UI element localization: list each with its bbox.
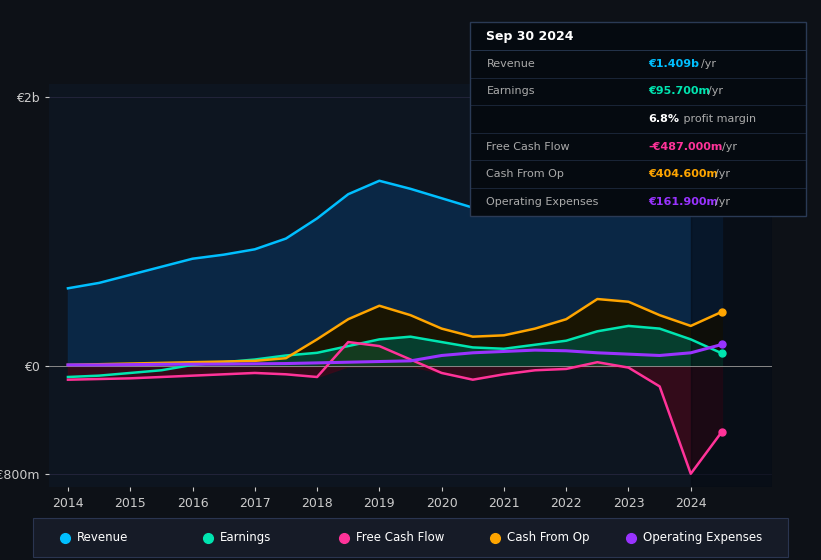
Text: Free Cash Flow: Free Cash Flow (356, 531, 444, 544)
Text: -€487.000m: -€487.000m (648, 142, 722, 152)
Text: /yr: /yr (715, 169, 730, 179)
Text: €1.409b: €1.409b (648, 59, 699, 69)
Text: Cash From Op: Cash From Op (507, 531, 589, 544)
Text: Earnings: Earnings (220, 531, 272, 544)
Text: /yr: /yr (715, 197, 730, 207)
Text: €404.600m: €404.600m (648, 169, 718, 179)
Text: /yr: /yr (722, 142, 737, 152)
Text: 6.8%: 6.8% (648, 114, 679, 124)
Text: profit margin: profit margin (680, 114, 756, 124)
Text: Operating Expenses: Operating Expenses (486, 197, 599, 207)
FancyBboxPatch shape (33, 518, 788, 557)
Text: Earnings: Earnings (486, 86, 535, 96)
Text: /yr: /yr (701, 59, 716, 69)
Text: Revenue: Revenue (76, 531, 128, 544)
Text: Revenue: Revenue (486, 59, 535, 69)
Text: Operating Expenses: Operating Expenses (643, 531, 763, 544)
Text: Sep 30 2024: Sep 30 2024 (486, 30, 574, 43)
FancyBboxPatch shape (470, 22, 806, 216)
Text: €95.700m: €95.700m (648, 86, 710, 96)
Text: Free Cash Flow: Free Cash Flow (486, 142, 570, 152)
Text: Cash From Op: Cash From Op (486, 169, 564, 179)
Text: €161.900m: €161.900m (648, 197, 718, 207)
Text: /yr: /yr (708, 86, 723, 96)
Bar (690, 84, 772, 487)
